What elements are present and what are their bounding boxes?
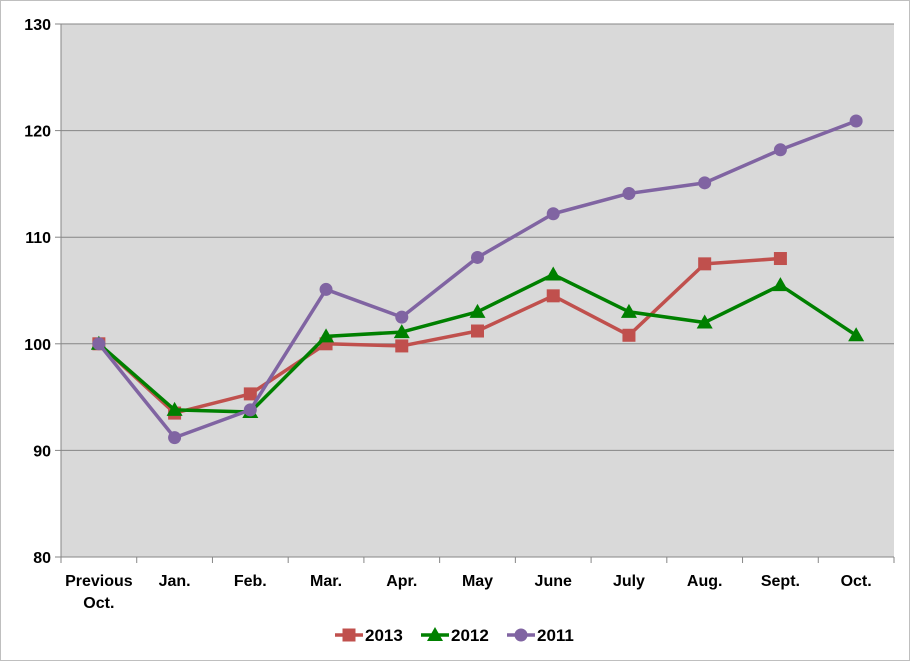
x-tick-label-line: Previous [65,573,133,590]
series-line-2013 [97,256,781,415]
x-tick-label-line: Apr. [386,573,417,590]
x-tick-label-line: July [613,573,645,590]
legend-label: 2012 [451,626,489,645]
data-point-circle [546,207,560,221]
x-tick-label-line: Mar. [310,573,342,590]
x-tick-label-line: Aug. [687,573,723,590]
legend-label: 2013 [365,626,403,645]
y-tick-label: 120 [24,124,51,141]
y-tick-label: 110 [25,230,51,247]
legend-item-2011: 2011 [507,626,574,645]
x-tick-label-line: Sept. [761,573,800,590]
y-tick-label: 90 [33,443,51,460]
x-tick-label: Apr. [386,573,417,590]
y-tick-label: 80 [33,550,51,567]
legend-item-2013: 2013 [335,626,403,645]
data-point-triangle [545,266,562,281]
x-tick-label: Jan. [159,573,191,590]
series-2011 [92,114,863,445]
y-tick-label: 130 [24,17,51,34]
data-point-circle [319,282,333,296]
data-point-circle [471,250,484,264]
data-point-square [342,628,356,642]
legend-item-2012: 2012 [421,626,489,645]
x-tick-label: July [613,573,645,590]
data-point-square [622,328,636,342]
series-group [90,114,865,445]
data-point-circle [168,431,182,445]
x-tick-label: June [535,573,572,590]
data-point-square [471,324,484,338]
x-tick-label: Previous Oct. [65,573,133,612]
data-point-triangle [427,627,443,641]
x-tick-label: Sept. [761,573,800,590]
data-point-circle [243,403,257,417]
legend-label: 2011 [537,626,574,645]
data-point-triangle [166,401,183,416]
data-point-square [243,387,257,401]
x-tick-label-line: Jan. [159,573,191,590]
x-tick-label: Mar. [310,573,342,590]
data-point-triangle [318,328,335,343]
x-tick-label: Oct. [841,573,872,590]
data-point-square [698,257,712,271]
data-point-circle [773,143,787,157]
x-tick-label: Aug. [687,573,723,590]
data-point-circle [92,337,106,351]
data-point-circle [698,176,712,190]
x-tick-label-line: Oct. [83,595,114,612]
axes: 80 90 100 110 120 130 Previous Oct. Jan. Feb. Mar.… [24,17,895,612]
x-tick-label-line: Oct. [841,573,872,590]
y-tick-label: 100 [24,337,51,354]
data-point-triangle [620,303,637,318]
data-point-circle [514,628,528,642]
data-point-circle [395,310,409,324]
data-point-circle [849,114,863,128]
data-point-square [546,289,560,303]
plot-background [61,24,894,557]
data-point-circle [622,186,636,200]
data-point-triangle [848,327,865,342]
data-point-triangle [469,303,486,318]
data-point-square [773,252,787,266]
data-point-triangle [696,314,713,329]
x-tick-label-line: May [462,573,493,590]
x-tick-label-line: June [535,573,572,590]
data-point-triangle [772,277,789,292]
x-tick-label: Feb. [234,573,267,590]
x-tick-label: May [462,573,493,590]
x-tick-label-line: Feb. [234,573,267,590]
plot-area [61,23,894,557]
data-point-square [395,339,409,353]
legend: 2013 2012 2011 [335,626,574,645]
data-point-triangle [393,324,410,339]
